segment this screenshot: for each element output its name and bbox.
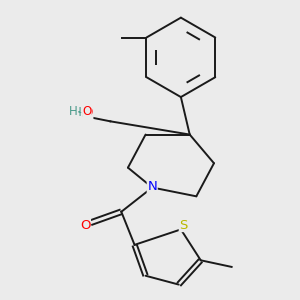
Text: O: O <box>82 105 92 118</box>
Text: O: O <box>84 106 93 119</box>
Text: -: - <box>78 106 82 117</box>
Text: S: S <box>179 218 188 232</box>
Text: H: H <box>69 105 78 118</box>
Text: O: O <box>80 218 90 232</box>
Text: H: H <box>73 106 82 119</box>
Text: N: N <box>147 180 157 193</box>
